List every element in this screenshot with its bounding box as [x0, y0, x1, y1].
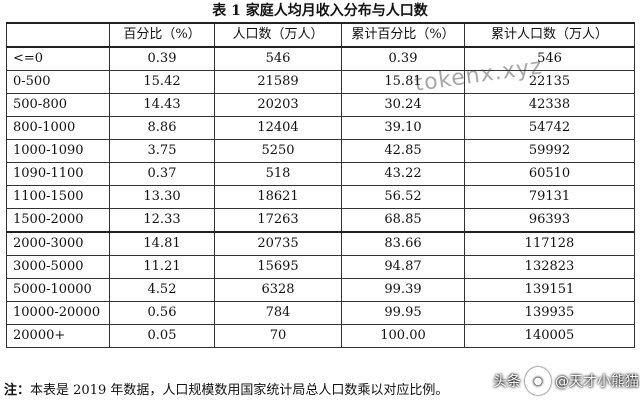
- income-range-cell: 5000-10000: [6, 278, 110, 302]
- value-cell: 11.21: [109, 255, 215, 279]
- table-header-row: 百分比（%） 人口数（万人） 累计百分比（%） 累计人口数（万人）: [6, 22, 635, 48]
- value-cell: 42338: [464, 93, 635, 117]
- value-cell: 4.52: [109, 278, 215, 302]
- value-cell: 42.85: [341, 139, 465, 163]
- table-row: 800-1000 8.86 12404 39.10 54742: [6, 116, 635, 140]
- value-cell: 8.86: [109, 116, 215, 140]
- value-cell: 0.05: [109, 324, 215, 348]
- header-cell: 百分比（%）: [109, 22, 215, 48]
- value-cell: 54742: [464, 116, 635, 140]
- value-cell: 140005: [464, 324, 635, 348]
- value-cell: 546: [464, 46, 635, 71]
- income-range-cell: 3000-5000: [6, 255, 110, 279]
- value-cell: 99.95: [341, 301, 465, 325]
- value-cell: 18621: [214, 185, 342, 209]
- value-cell: 30.24: [341, 93, 465, 117]
- table-row: 3000-5000 11.21 15695 94.87 132823: [6, 255, 635, 279]
- value-cell: 83.66: [341, 231, 465, 256]
- table-row: 2000-3000 14.81 20735 83.66 117128: [6, 231, 635, 256]
- table-row: 1090-1100 0.37 518 43.22 60510: [6, 162, 635, 186]
- value-cell: 20735: [214, 231, 342, 256]
- table-row: 1100-1500 13.30 18621 56.52 79131: [6, 185, 635, 209]
- value-cell: 17263: [214, 208, 342, 233]
- table-row: 1000-1090 3.75 5250 42.85 59992: [6, 139, 635, 163]
- value-cell: 139935: [464, 301, 635, 325]
- account-name: @天才小熊猫: [555, 374, 639, 390]
- table-row: 20000+ 0.05 70 100.00 140005: [6, 324, 635, 348]
- value-cell: 15695: [214, 255, 342, 279]
- value-cell: 15.42: [109, 70, 215, 94]
- income-range-cell: 2000-3000: [6, 231, 110, 256]
- income-range-cell: 1000-1090: [6, 139, 110, 163]
- value-cell: 13.30: [109, 185, 215, 209]
- header-cell: [6, 22, 110, 48]
- value-cell: 100.00: [341, 324, 465, 348]
- value-cell: 60510: [464, 162, 635, 186]
- table-row: 0-500 15.42 21589 15.81 22135: [6, 70, 635, 94]
- value-cell: 14.43: [109, 93, 215, 117]
- income-distribution-table: 百分比（%） 人口数（万人） 累计百分比（%） 累计人口数（万人） <=0 0.3…: [6, 22, 635, 348]
- value-cell: 132823: [464, 255, 635, 279]
- value-cell: 5250: [214, 139, 342, 163]
- income-range-cell: 0-500: [6, 70, 110, 94]
- income-range-cell: 20000+: [6, 324, 110, 348]
- value-cell: 12.33: [109, 208, 215, 233]
- platform-name: 头条: [493, 374, 521, 390]
- value-cell: 139151: [464, 278, 635, 302]
- income-range-cell: 1100-1500: [6, 185, 110, 209]
- table-title: 表 1 家庭人均月收入分布与人口数: [212, 3, 428, 19]
- table-note: 注：本表是 2019 年数据，人口规模数用国家统计局总人口数乘以对应比例。: [4, 381, 604, 401]
- value-cell: 784: [214, 301, 342, 325]
- value-cell: 99.39: [341, 278, 465, 302]
- income-range-cell: 1500-2000: [6, 208, 110, 233]
- value-cell: 68.85: [341, 208, 465, 233]
- value-cell: 0.37: [109, 162, 215, 186]
- value-cell: 20203: [214, 93, 342, 117]
- header-cell: 人口数（万人）: [214, 22, 342, 48]
- value-cell: 59992: [464, 139, 635, 163]
- value-cell: 518: [214, 162, 342, 186]
- value-cell: 6328: [214, 278, 342, 302]
- income-range-cell: 10000-20000: [6, 301, 110, 325]
- value-cell: 70: [214, 324, 342, 348]
- value-cell: 79131: [464, 185, 635, 209]
- table-row: <=0 0.39 546 0.39 546: [6, 46, 635, 71]
- income-range-cell: 1090-1100: [6, 162, 110, 186]
- value-cell: 21589: [214, 70, 342, 94]
- note-label: 注：: [4, 383, 31, 398]
- value-cell: 39.10: [341, 116, 465, 140]
- value-cell: 94.87: [341, 255, 465, 279]
- header-cell: 累计人口数（万人）: [464, 22, 635, 48]
- value-cell: 0.56: [109, 301, 215, 325]
- table-row: 500-800 14.43 20203 30.24 42338: [6, 93, 635, 117]
- platform-watermark: 头条 ● @天才小熊猫: [493, 363, 639, 399]
- value-cell: 3.75: [109, 139, 215, 163]
- table-row: 10000-20000 0.56 784 99.95 139935: [6, 301, 635, 325]
- value-cell: 14.81: [109, 231, 215, 256]
- note-text: 本表是 2019 年数据，人口规模数用国家统计局总人口数乘以对应比例。: [30, 383, 449, 398]
- value-cell: 96393: [464, 208, 635, 233]
- value-cell: 546: [214, 46, 342, 71]
- header-cell: 累计百分比（%）: [341, 22, 465, 48]
- account-logo-icon: ●: [525, 367, 551, 395]
- income-range-cell: <=0: [6, 46, 110, 71]
- table-row: 1500-2000 12.33 17263 68.85 96393: [6, 208, 635, 233]
- income-range-cell: 800-1000: [6, 116, 110, 140]
- value-cell: 12404: [214, 116, 342, 140]
- table-row: 5000-10000 4.52 6328 99.39 139151: [6, 278, 635, 302]
- value-cell: 56.52: [341, 185, 465, 209]
- value-cell: 43.22: [341, 162, 465, 186]
- value-cell: 0.39: [109, 46, 215, 71]
- income-range-cell: 500-800: [6, 93, 110, 117]
- value-cell: 117128: [464, 231, 635, 256]
